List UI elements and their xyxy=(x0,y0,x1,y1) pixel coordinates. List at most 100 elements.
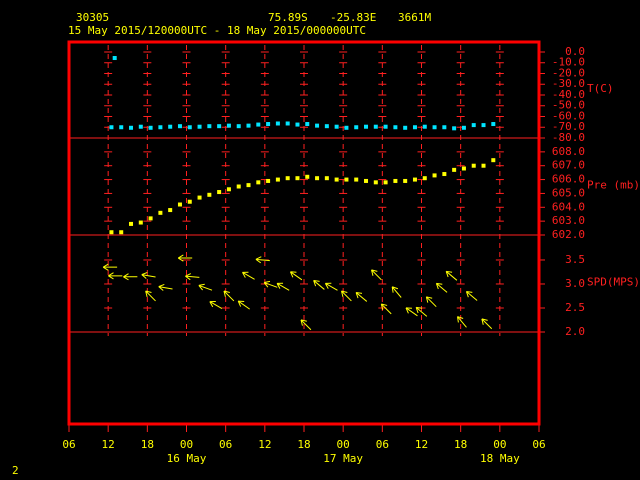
data-point xyxy=(246,183,251,188)
y-tick-label: 602.0 xyxy=(552,228,585,241)
data-point xyxy=(285,121,290,126)
y-tick-label: 607.0 xyxy=(552,159,585,172)
wind-arrow xyxy=(391,286,402,298)
wind-arrow xyxy=(102,263,118,271)
y-tick-label: 608.0 xyxy=(552,145,585,158)
wind-arrow xyxy=(313,279,325,290)
wind-arrow xyxy=(158,283,173,291)
plot-frame xyxy=(67,40,541,426)
wind-arrow xyxy=(445,270,458,281)
wind-arrow xyxy=(415,306,428,317)
wind-arrow xyxy=(177,254,193,262)
y-tick-label: 604.0 xyxy=(552,200,585,213)
data-point xyxy=(129,221,134,226)
date-label: 16 May xyxy=(167,452,207,465)
data-point xyxy=(148,125,153,130)
data-point xyxy=(119,125,124,130)
data-point xyxy=(109,125,114,130)
y-tick-label: -10.0 xyxy=(552,56,585,69)
data-point xyxy=(471,123,476,128)
data-point xyxy=(148,216,153,221)
wind-arrow xyxy=(300,319,312,331)
wind-arrow xyxy=(435,282,448,293)
data-point xyxy=(334,177,339,182)
panel-label: Pre (mb) xyxy=(587,179,640,192)
data-point xyxy=(295,122,300,127)
panel-label: T(C) xyxy=(587,82,614,95)
longitude: -25.83E xyxy=(330,11,376,24)
data-point xyxy=(226,123,231,128)
y-tick-label: 0.0 xyxy=(565,45,585,58)
data-point xyxy=(403,178,408,183)
y-tick-label: -50.0 xyxy=(552,99,585,112)
data-point xyxy=(354,177,359,182)
data-point xyxy=(461,166,466,171)
data-point xyxy=(285,176,290,181)
data-point xyxy=(226,187,231,192)
wind-arrow xyxy=(255,256,270,264)
x-tick-label: 06 xyxy=(532,438,545,451)
data-point xyxy=(217,124,222,129)
data-point xyxy=(422,176,427,181)
data-point xyxy=(432,125,437,130)
data-point xyxy=(393,125,398,130)
data-point xyxy=(393,178,398,183)
data-point xyxy=(315,123,320,128)
data-point xyxy=(275,177,280,182)
data-point xyxy=(236,124,241,129)
wind-arrow xyxy=(108,272,123,280)
y-tick-label: 3.0 xyxy=(565,277,585,290)
data-point xyxy=(187,125,192,130)
data-point xyxy=(403,125,408,130)
data-point xyxy=(461,125,466,130)
data-point xyxy=(109,230,114,235)
y-tick-label: 2.5 xyxy=(565,301,585,314)
data-point xyxy=(412,125,417,130)
data-point xyxy=(256,122,261,127)
data-point xyxy=(491,122,496,127)
data-point xyxy=(364,178,369,183)
data-point xyxy=(344,125,349,130)
data-point xyxy=(256,180,261,185)
wind-arrow xyxy=(123,273,138,281)
wind-arrow xyxy=(141,271,156,279)
wind-arrow xyxy=(355,291,368,302)
data-point xyxy=(422,124,427,129)
wind-arrow xyxy=(223,290,235,302)
data-point xyxy=(334,124,339,129)
panel-label: SPD(MPS) xyxy=(587,276,640,289)
data-point xyxy=(383,180,388,185)
data-point xyxy=(344,177,349,182)
wind-arrow xyxy=(185,273,200,281)
wind-arrow xyxy=(380,303,392,315)
y-tick-label: 606.0 xyxy=(552,173,585,186)
x-tick-label: 00 xyxy=(493,438,506,451)
y-tick-label: 2.0 xyxy=(565,325,585,338)
y-tick-label: 3.5 xyxy=(565,253,585,266)
data-point xyxy=(373,180,378,185)
wind-arrow xyxy=(289,271,303,281)
x-tick-label: 00 xyxy=(337,438,350,451)
x-tick-label: 12 xyxy=(258,438,271,451)
station-id: 30305 xyxy=(76,11,109,24)
data-point xyxy=(168,124,173,129)
data-point xyxy=(177,202,182,207)
data-point xyxy=(432,173,437,178)
y-tick-label: -60.0 xyxy=(552,109,585,122)
data-point xyxy=(442,125,447,130)
data-point xyxy=(197,124,202,129)
data-point xyxy=(246,123,251,128)
data-point xyxy=(412,177,417,182)
data-point xyxy=(168,208,173,213)
data-point xyxy=(364,124,369,129)
data-point xyxy=(324,176,329,181)
wind-arrow xyxy=(340,290,352,302)
x-tick-label: 18 xyxy=(297,438,310,451)
wind-arrow xyxy=(198,283,213,291)
data-point xyxy=(207,192,212,197)
x-tick-label: 06 xyxy=(376,438,389,451)
date-label: 17 May xyxy=(323,452,363,465)
wind-arrow xyxy=(481,318,493,330)
